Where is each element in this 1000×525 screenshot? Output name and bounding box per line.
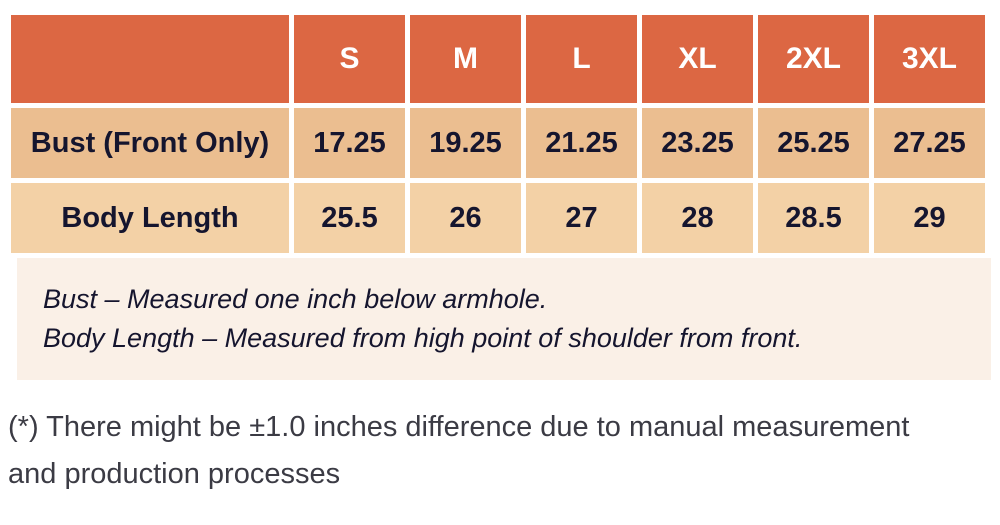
table-row-body-length: Body Length 25.5 26 27 28 28.5 29 <box>11 183 985 253</box>
row-label-bust: Bust (Front Only) <box>11 108 289 178</box>
header-empty-cell <box>11 15 289 103</box>
tolerance-footnote: (*) There might be ±1.0 inches differenc… <box>8 411 910 490</box>
header-size-m: M <box>410 15 521 103</box>
bust-value-3xl: 27.25 <box>874 108 985 178</box>
bust-value-s: 17.25 <box>294 108 405 178</box>
length-value-3xl: 29 <box>874 183 985 253</box>
length-value-l: 27 <box>526 183 637 253</box>
bust-value-xl: 23.25 <box>642 108 753 178</box>
note-bust: Bust – Measured one inch below armhole. <box>43 284 548 314</box>
header-size-xl: XL <box>642 15 753 103</box>
note-body-length: Body Length – Measured from high point o… <box>43 323 803 353</box>
header-size-s: S <box>294 15 405 103</box>
length-value-s: 25.5 <box>294 183 405 253</box>
row-label-body-length: Body Length <box>11 183 289 253</box>
header-size-3xl: 3XL <box>874 15 985 103</box>
header-size-2xl: 2XL <box>758 15 869 103</box>
measurement-notes-band: Bust – Measured one inch below armhole. … <box>17 258 991 380</box>
length-value-2xl: 28.5 <box>758 183 869 253</box>
bust-value-l: 21.25 <box>526 108 637 178</box>
size-header-row: S M L XL 2XL 3XL <box>11 15 985 103</box>
size-table: S M L XL 2XL 3XL Bust (Front Only) 17.25… <box>6 10 990 258</box>
size-chart: S M L XL 2XL 3XL Bust (Front Only) 17.25… <box>6 10 991 380</box>
header-size-l: L <box>526 15 637 103</box>
bust-value-m: 19.25 <box>410 108 521 178</box>
length-value-m: 26 <box>410 183 521 253</box>
table-row-bust: Bust (Front Only) 17.25 19.25 21.25 23.2… <box>11 108 985 178</box>
length-value-xl: 28 <box>642 183 753 253</box>
bust-value-2xl: 25.25 <box>758 108 869 178</box>
